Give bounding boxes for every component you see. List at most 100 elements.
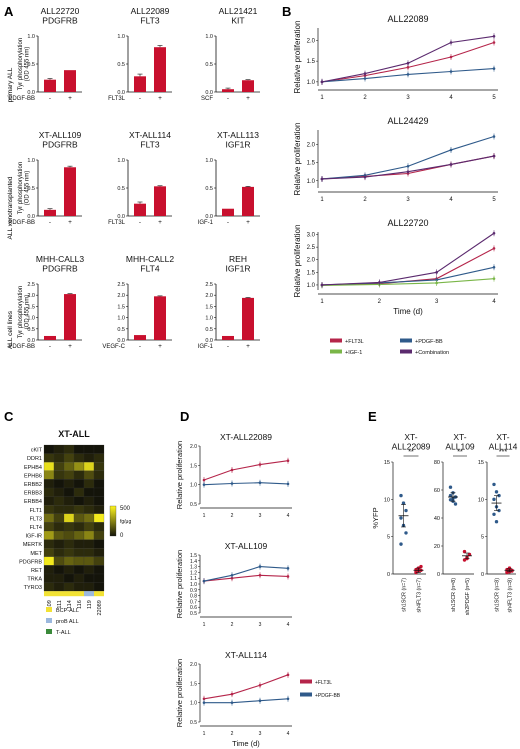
y-tick-label: 2.5 [117, 282, 125, 288]
heatmap-cell [93, 513, 105, 523]
heatmap-cell [93, 462, 105, 471]
y-tick-label: 5 [387, 535, 390, 541]
bar [64, 70, 76, 92]
x-tick-label: - [227, 95, 229, 102]
heatmap-row-label: MET [30, 551, 42, 557]
heatmap-col-label: 111 [57, 600, 63, 608]
y-tick-label: 0.0 [27, 90, 35, 96]
bar-chart-title: MHH-CALL3 PDGFRB [36, 254, 84, 273]
y-tick-label: 15 [478, 460, 484, 466]
y-tick-label: 0.6 [190, 605, 197, 611]
heatmap-cell [93, 522, 105, 532]
scatter-point [462, 549, 467, 554]
y-tick-label: 1.5 [27, 304, 35, 310]
scatter-point [492, 512, 496, 516]
heatmap-cell [83, 530, 95, 540]
heatmap-row-label: ERBB2 [24, 482, 42, 488]
scatter-point [448, 493, 453, 498]
y-tick-label: 1.0 [190, 582, 197, 588]
heatmap-cell [73, 522, 85, 532]
heatmap-cell [93, 496, 105, 506]
heatmap-cell [73, 530, 85, 540]
heatmap-cell [53, 453, 65, 463]
y-axis-label: Tyr phosphorylation(OD 455 nm) [18, 286, 31, 338]
x-tick-label: 1 [320, 95, 324, 101]
treatment-label: PDGF-BB [8, 220, 35, 226]
y-tick-label: 1.5 [205, 304, 213, 310]
heatmap-cell [73, 539, 85, 549]
y-tick-label: 0.5 [117, 62, 125, 68]
legend-label: +FLT3L [345, 339, 364, 345]
x-tick-label: 4 [449, 95, 453, 101]
heatmap-cell [73, 487, 85, 497]
y-tick-label: 10 [478, 497, 484, 503]
y-tick-label: 0.0 [27, 338, 35, 344]
rowgroup-xeno-label: ALL xenotransplanted [7, 176, 14, 239]
panel-label-d: D [180, 409, 189, 424]
line-chart-title: XT-ALL109 [225, 541, 268, 551]
scatter-title: XT-ALL22089 [392, 432, 431, 451]
scatter-point [404, 508, 408, 513]
y-tick-label: 0.5 [205, 186, 213, 192]
heatmap-cell [53, 573, 65, 583]
y-tick-label: 0.7 [190, 599, 197, 605]
x-tick-label: - [139, 343, 141, 350]
x-tick-label: 1 [320, 197, 324, 203]
y-tick-label: 1.5 [190, 553, 197, 559]
y-tick-label: 0.5 [27, 62, 35, 68]
x-tick-label: - [139, 219, 141, 226]
heatmap-row-label: ERBB3 [24, 491, 42, 497]
scatter-category-label: sh4FLT3 (n=8) [508, 578, 514, 613]
legend-label: +PDGF-BB [415, 339, 443, 345]
y-tick-label: 2.0 [190, 662, 197, 668]
heatmap-cell [83, 496, 95, 506]
heatmap-cell [43, 462, 55, 471]
x-tick-label: 3 [435, 299, 439, 305]
heatmap-cell [93, 565, 105, 575]
scatter-category-label: sh1SCR (n=8) [451, 578, 457, 612]
heatmap-cell [43, 479, 55, 489]
scatter-point [462, 558, 467, 562]
y-tick-label: 0 [387, 572, 390, 578]
y-tick-label: 0.5 [27, 186, 35, 192]
heatmap-row-label: DDR1 [27, 456, 42, 462]
y-tick-label: 2.0 [307, 38, 316, 44]
bar [44, 209, 56, 216]
y-tick-label: 0.5 [190, 611, 197, 617]
x-tick-label: 2 [231, 513, 234, 519]
series-line [321, 247, 495, 286]
heatmap-cell [63, 513, 75, 523]
heatmap-cell [93, 548, 105, 557]
y-tick-label: 1.5 [190, 463, 197, 469]
heatmap-cell [43, 573, 55, 583]
heatmap-cell [43, 530, 55, 540]
heatmap-cell [43, 582, 55, 592]
scatter-point [494, 520, 499, 524]
y-tick-label: 0.0 [117, 90, 125, 96]
heatmap-cell [73, 470, 85, 480]
y-axis-label: %YFP [371, 507, 380, 528]
heatmap-cell [73, 513, 85, 523]
lineage-cell [64, 591, 74, 597]
bar-chart-title: ALL21421 KIT [219, 6, 258, 25]
significance-label: *** [499, 449, 507, 456]
heatmap-row-label: ERBB4 [24, 499, 42, 505]
line-chart-title: ALL22720 [387, 218, 428, 228]
heatmap-cell [83, 487, 95, 497]
heatmap-cell [83, 548, 95, 557]
series-line [321, 266, 495, 286]
heatmap-row-label: EPHB6 [24, 473, 42, 479]
x-tick-label: + [68, 343, 72, 350]
y-tick-label: 20 [434, 544, 440, 550]
y-tick-label: 1.5 [307, 270, 316, 276]
bar [154, 296, 166, 340]
x-tick-label: 3 [259, 622, 262, 628]
y-tick-label: 1.0 [117, 34, 125, 40]
line-chart-title: XT-ALL114 [225, 650, 267, 660]
series-line [321, 278, 495, 287]
x-tick-label: 1 [203, 731, 206, 737]
bar [242, 186, 254, 216]
heatmap-cell [73, 548, 85, 557]
y-tick-label: 1.4 [190, 559, 197, 565]
treatment-label: PDGF-BB [8, 344, 35, 350]
